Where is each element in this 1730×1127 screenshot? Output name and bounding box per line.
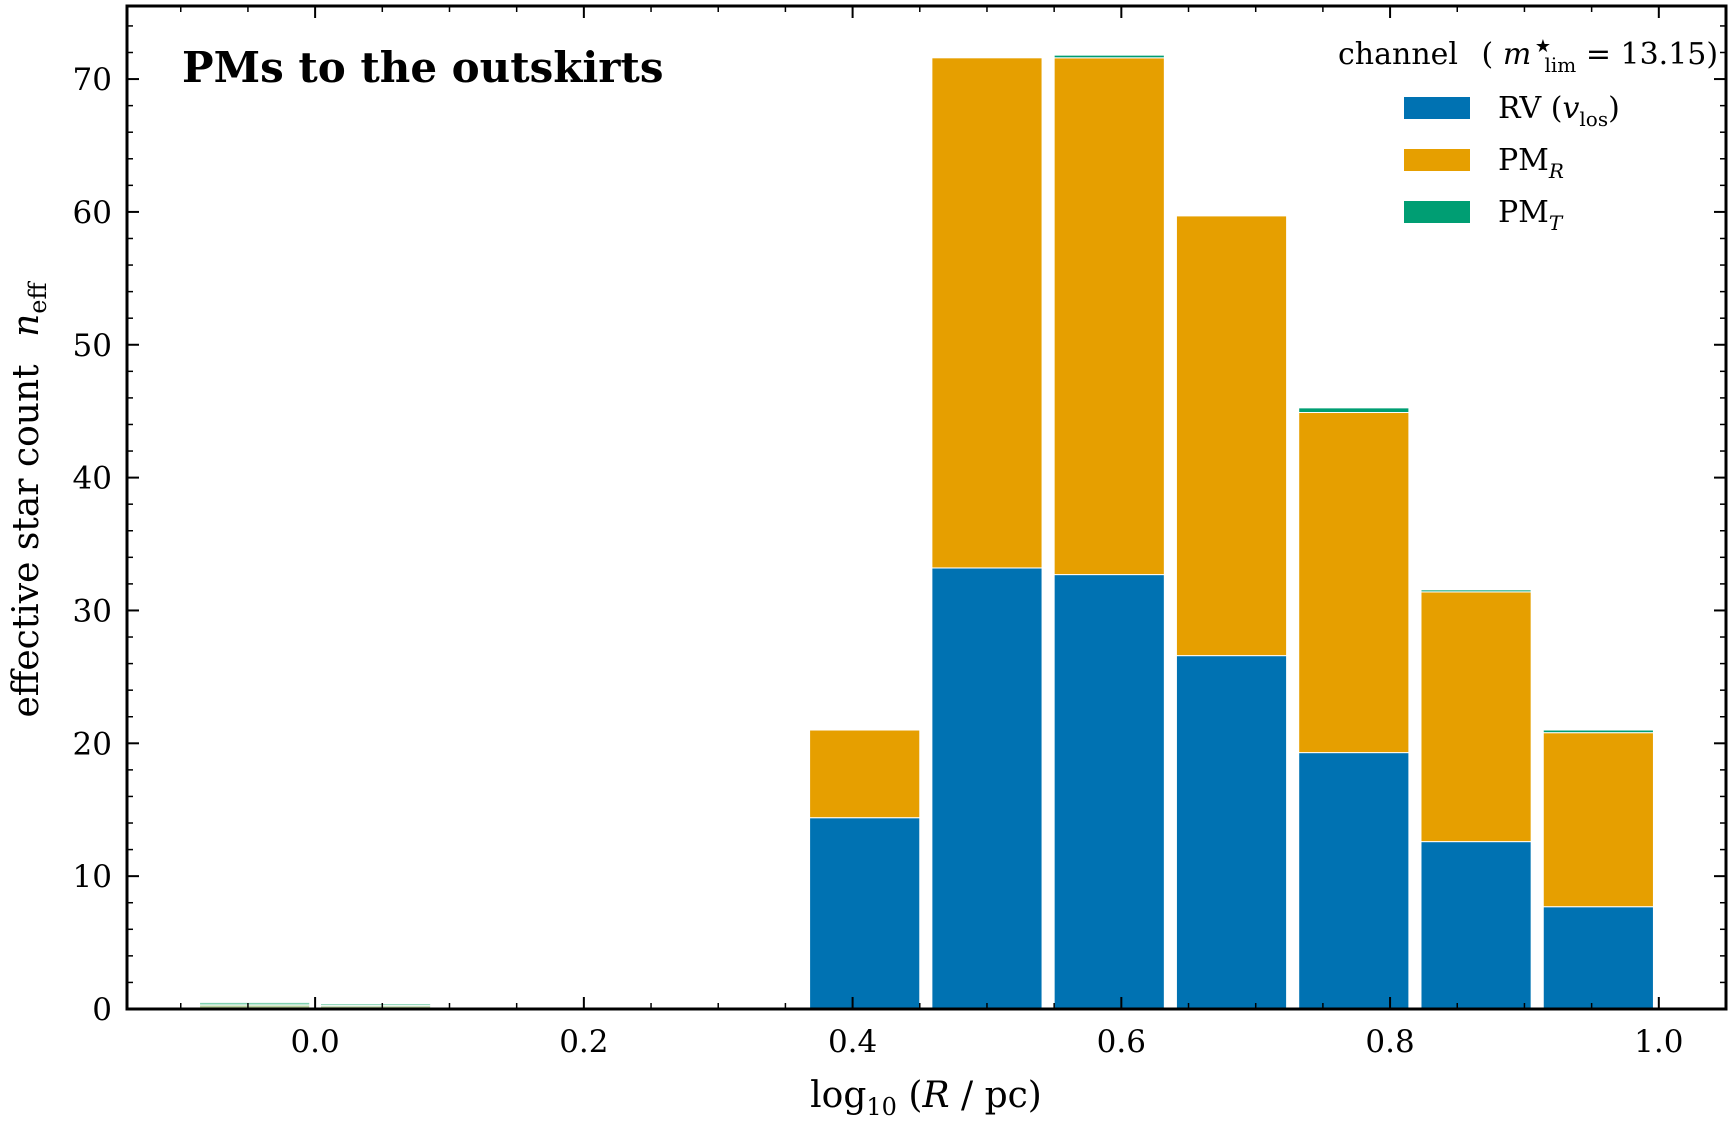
x-axis-label-paren-open: ( bbox=[897, 1075, 923, 1116]
bar-segment bbox=[1542, 729, 1654, 734]
bar-segment bbox=[1420, 589, 1532, 593]
ticks-group: 0.0 0.2 0.4 0.6 0.8 1.0 0 10 20 30 40 50 60 70 bbox=[73, 6, 1727, 1060]
legend-title-open: ( bbox=[1482, 37, 1494, 72]
bar-segment bbox=[1053, 57, 1165, 576]
legend-label: PMR bbox=[1498, 143, 1564, 183]
bar-segment bbox=[1053, 54, 1165, 59]
legend-swatch bbox=[1404, 97, 1470, 119]
y-axis-label: effective star count neff bbox=[6, 281, 52, 718]
legend-label-base: RV ( bbox=[1498, 91, 1562, 126]
legend-title-sub: lim bbox=[1545, 53, 1577, 77]
legend-label-math: v bbox=[1562, 91, 1579, 126]
x-tick-label: 0.6 bbox=[1097, 1024, 1146, 1060]
y-axis-label-sub: eff bbox=[24, 281, 52, 314]
x-tick-label: 1.0 bbox=[1634, 1024, 1683, 1060]
bars-group bbox=[199, 54, 1654, 1010]
x-axis-label: log10 (R / pc) bbox=[810, 1075, 1042, 1121]
bar-segment bbox=[931, 567, 1043, 1010]
bar-segment bbox=[1298, 407, 1410, 414]
x-axis-label-R: R bbox=[921, 1075, 949, 1116]
y-tick-label: 50 bbox=[73, 328, 112, 364]
y-axis-label-n: n bbox=[6, 314, 47, 337]
legend-label-base: PM bbox=[1498, 143, 1549, 178]
x-tick-label: 0.0 bbox=[290, 1024, 339, 1060]
x-tick-label: 0.2 bbox=[559, 1024, 608, 1060]
legend-label: PMT bbox=[1498, 195, 1564, 235]
x-axis-label-sub: 10 bbox=[866, 1093, 897, 1121]
bar-segment bbox=[809, 729, 921, 819]
bar-segment bbox=[1053, 574, 1165, 1010]
bar-segment bbox=[319, 1003, 432, 1007]
legend-label-tail: ) bbox=[1608, 91, 1620, 126]
bar-segment bbox=[1298, 412, 1410, 754]
chart-title: PMs to the outskirts bbox=[182, 43, 663, 92]
y-tick-label: 20 bbox=[73, 726, 112, 762]
legend-title-sup: ★ bbox=[1535, 36, 1551, 57]
bar-segment bbox=[1298, 752, 1410, 1010]
bar-segment bbox=[809, 817, 921, 1010]
x-tick-label: 0.4 bbox=[828, 1024, 877, 1060]
legend-label: RV (vlos) bbox=[1498, 91, 1620, 131]
legend-title: channel ( m ★ lim = 13.15) bbox=[1338, 25, 1718, 80]
plot-frame bbox=[125, 4, 1728, 1011]
legend-label-sub: T bbox=[1549, 211, 1564, 235]
bar-segment bbox=[1542, 906, 1654, 1010]
x-axis-label-slash: / pc) bbox=[950, 1075, 1042, 1116]
bar-segment bbox=[1420, 591, 1532, 843]
legend-title-label: channel bbox=[1338, 37, 1458, 72]
bar-segment bbox=[1175, 655, 1288, 1010]
legend-label-sub: los bbox=[1579, 107, 1608, 131]
bar-segment bbox=[1420, 841, 1532, 1010]
y-tick-label: 30 bbox=[73, 593, 112, 629]
legend-swatch bbox=[1404, 149, 1470, 171]
x-tick-label: 0.8 bbox=[1365, 1024, 1414, 1060]
y-tick-label: 40 bbox=[73, 461, 112, 497]
y-tick-label: 10 bbox=[73, 859, 112, 895]
bar-segment bbox=[931, 57, 1043, 569]
bar-segment bbox=[199, 1001, 311, 1006]
y-tick-label: 0 bbox=[92, 992, 112, 1028]
y-tick-label: 60 bbox=[73, 195, 112, 231]
legend-title-rest: = 13.15) bbox=[1586, 37, 1718, 72]
bar-segment bbox=[1175, 215, 1288, 657]
bar-segment bbox=[1542, 732, 1654, 908]
legend-title-m: m bbox=[1503, 37, 1531, 72]
x-axis-label-log: log bbox=[810, 1075, 866, 1116]
y-axis-label-text: effective star count bbox=[6, 364, 47, 718]
legend-label-base: PM bbox=[1498, 195, 1549, 230]
legend-swatch bbox=[1404, 201, 1470, 223]
y-tick-label: 70 bbox=[73, 62, 112, 98]
legend-label-sub: R bbox=[1548, 159, 1564, 183]
legend: channel ( m ★ lim = 13.15) RV (vlos)PMRP… bbox=[1338, 25, 1718, 235]
